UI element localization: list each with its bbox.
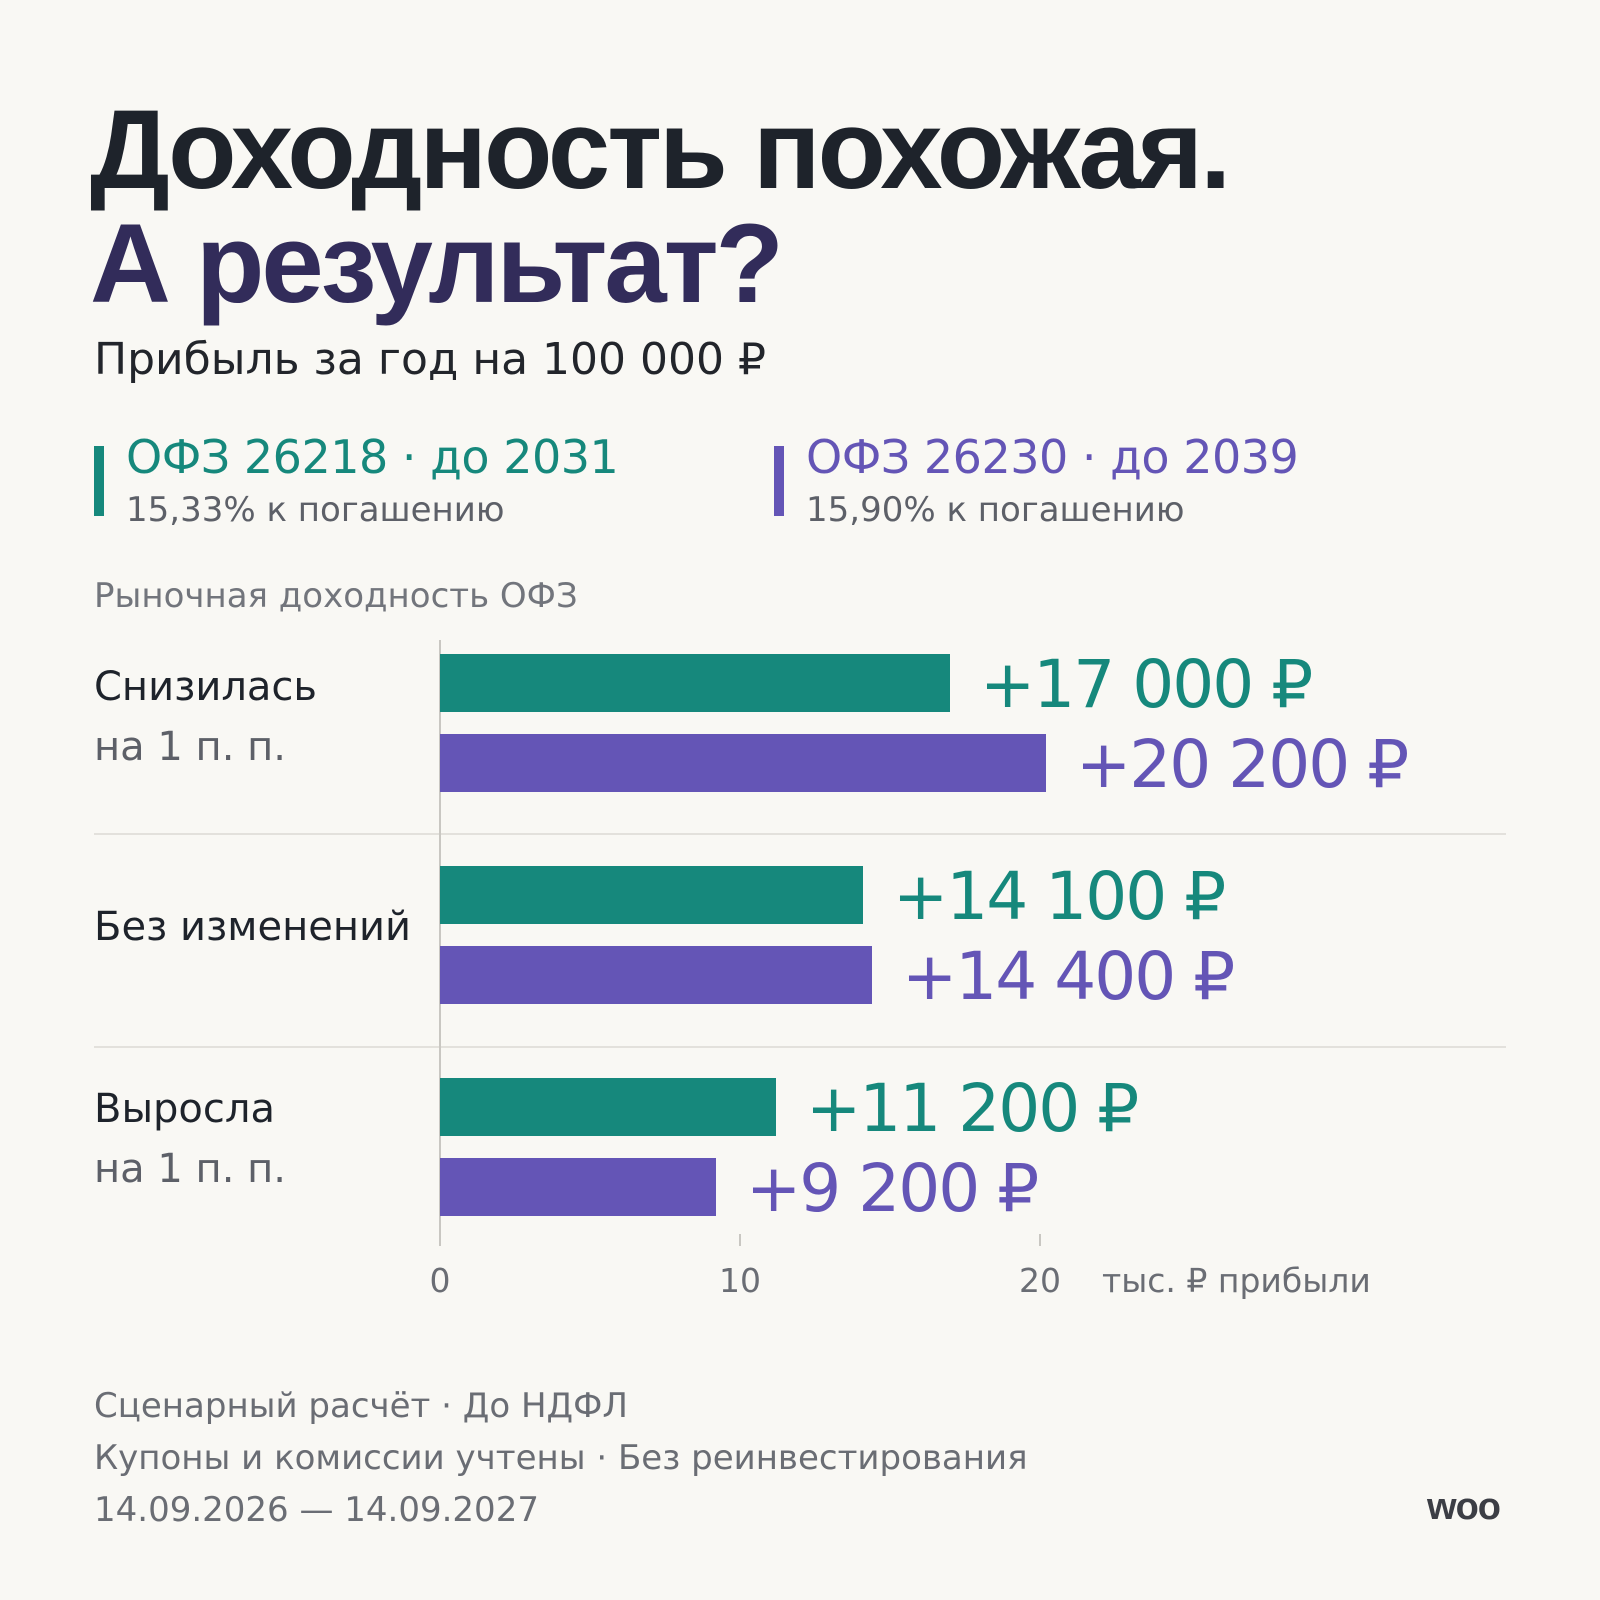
legend-name: ОФЗ 26218 · до 2031 — [126, 430, 619, 484]
bar — [440, 654, 950, 712]
page-subtitle: Прибыль за год на 100 000 ₽ — [94, 334, 766, 385]
legend-yield: 15,33% к погашению — [126, 490, 505, 530]
bar-value-label: +11 200 ₽ — [806, 1070, 1137, 1147]
page-title-line2: А результат? — [90, 201, 784, 326]
x-tick-label: 20 — [1019, 1261, 1061, 1300]
chart-section-label: Рыночная доходность ОФЗ — [94, 576, 578, 616]
bar — [440, 734, 1046, 792]
page-title-line1: Доходность похожая. — [90, 87, 1231, 212]
bar-value-label: +14 400 ₽ — [902, 938, 1233, 1015]
footer-note-scenario: Сценарный расчёт · До НДФЛ — [94, 1386, 628, 1426]
footer-note-coupons: Купоны и комиссии учтены · Без реинвести… — [94, 1438, 1028, 1478]
x-tick-label: 10 — [719, 1261, 761, 1300]
bar — [440, 866, 863, 924]
category-sublabel-increased: на 1 п. п. — [94, 1146, 286, 1192]
category-label-increased: Выросла — [94, 1086, 275, 1132]
bar-chart: +17 000 ₽+20 200 ₽ +14 100 ₽+14 400 ₽ +11 … — [94, 640, 1506, 1300]
legend-swatch — [774, 446, 784, 516]
x-tick-label: 0 — [430, 1261, 451, 1300]
brand-logo: woo — [1427, 1486, 1501, 1528]
legend-name: ОФЗ 26230 · до 2039 — [806, 430, 1299, 484]
legend-yield: 15,90% к погашению — [806, 490, 1185, 530]
bar — [440, 1078, 776, 1136]
bar-value-label: +20 200 ₽ — [1076, 726, 1407, 803]
legend-swatch — [94, 446, 104, 516]
bar-value-label: +9 200 ₽ — [746, 1150, 1037, 1227]
x-axis-label: тыс. ₽ прибыли — [1102, 1261, 1371, 1300]
bar — [440, 1158, 716, 1216]
category-sublabel-decreased: на 1 п. п. — [94, 724, 286, 770]
bar — [440, 946, 872, 1004]
bar-value-label: +17 000 ₽ — [980, 646, 1311, 723]
bar-value-label: +14 100 ₽ — [893, 858, 1224, 935]
category-label-decreased: Снизилась — [94, 664, 317, 710]
category-label-unchanged: Без изменений — [94, 904, 411, 950]
footer-date-range: 14.09.2026 — 14.09.2027 — [94, 1490, 539, 1530]
